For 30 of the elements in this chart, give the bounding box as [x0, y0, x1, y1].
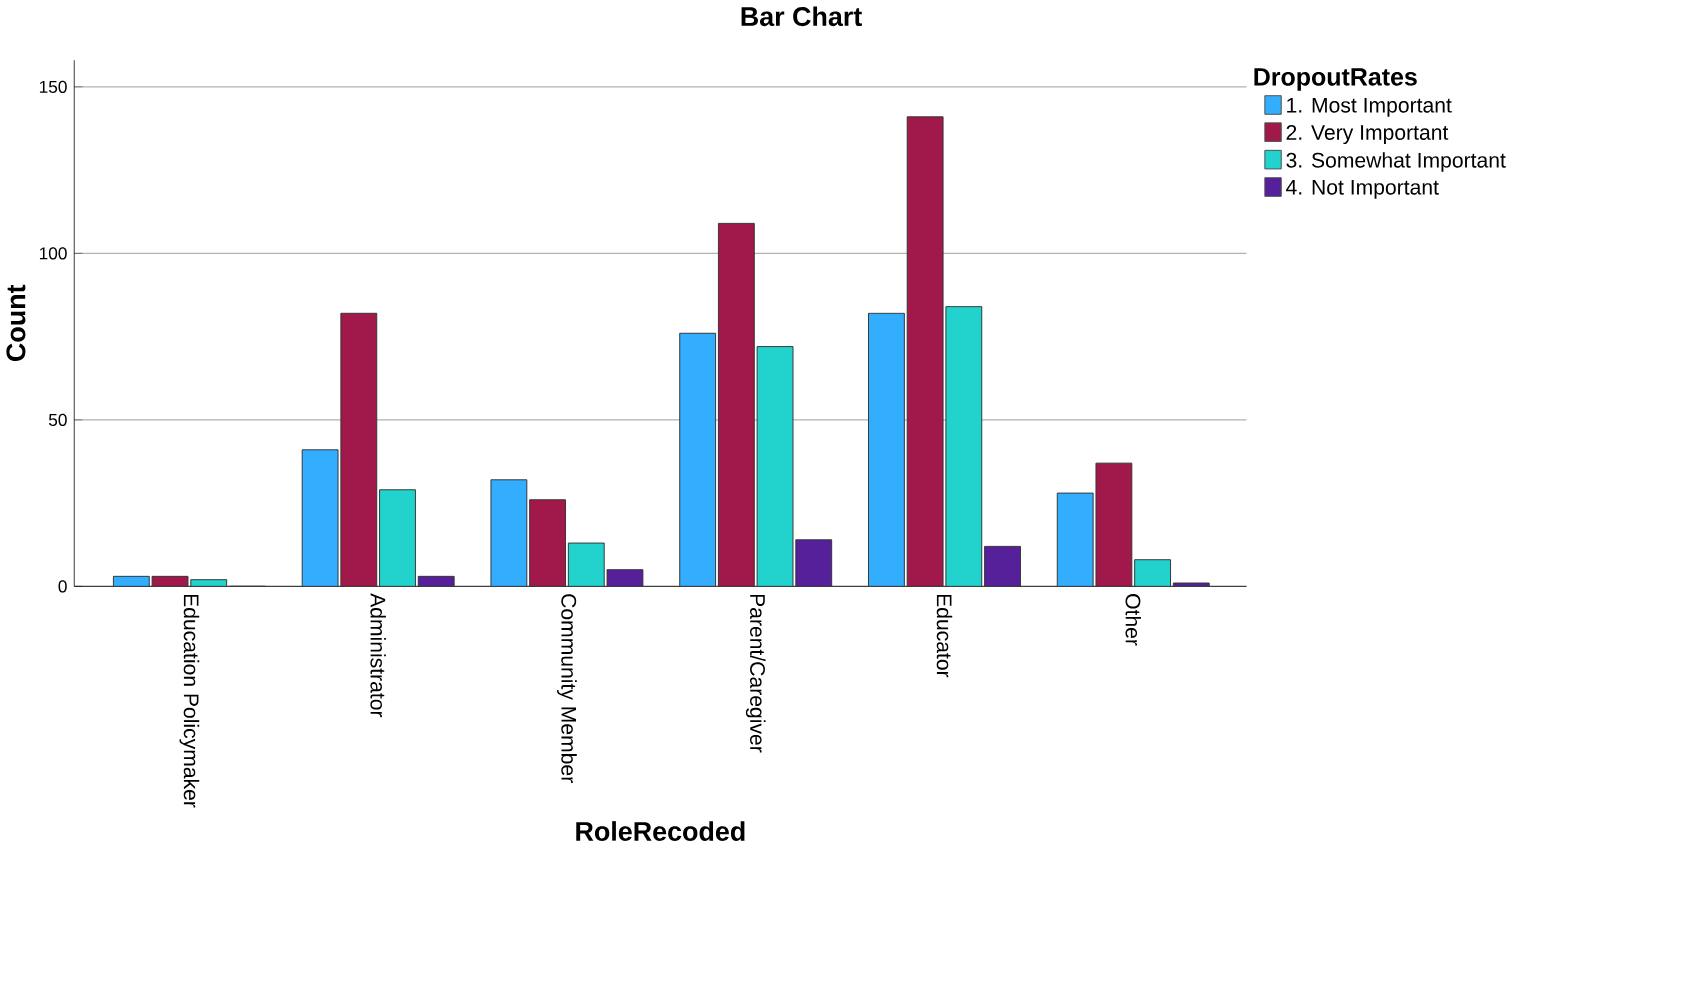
x-tick-label: Parent/Caregiver — [745, 594, 766, 753]
y-tick-label: 150 — [39, 80, 67, 93]
x-tick-label: Educator — [936, 594, 953, 678]
bar — [567, 542, 605, 587]
legend-label: 2. Very Important — [1286, 124, 1449, 144]
bar — [756, 345, 794, 587]
y-tick-label: 0 — [58, 580, 67, 593]
bar — [945, 305, 983, 587]
legend-title: DropoutRates — [1254, 68, 1417, 91]
x-tick-label: Other — [1125, 593, 1141, 646]
bar — [679, 332, 717, 587]
y-tick-label: 100 — [39, 247, 67, 260]
chart-title: Bar Chart — [741, 6, 862, 26]
legend-label: 1. Most Important — [1287, 97, 1452, 117]
x-tick-label: Education Policymaker — [179, 594, 200, 808]
bar — [868, 312, 905, 587]
legend-label: 4. Not Important — [1286, 179, 1439, 199]
bar — [984, 545, 1021, 587]
y-tick-label: 50 — [48, 413, 67, 426]
legend-label: 3. Somewhat Important — [1286, 151, 1506, 172]
bar — [606, 569, 644, 587]
x-tick-label: Community Member — [557, 594, 577, 783]
bar — [529, 499, 566, 587]
x-axis-title: RoleRecoded — [576, 820, 745, 841]
y-axis-title: Count — [6, 284, 26, 361]
bar — [379, 489, 416, 587]
bar — [795, 539, 833, 587]
bar — [1134, 559, 1172, 587]
x-tick-label: Administrator — [370, 592, 386, 717]
bar — [490, 479, 528, 587]
